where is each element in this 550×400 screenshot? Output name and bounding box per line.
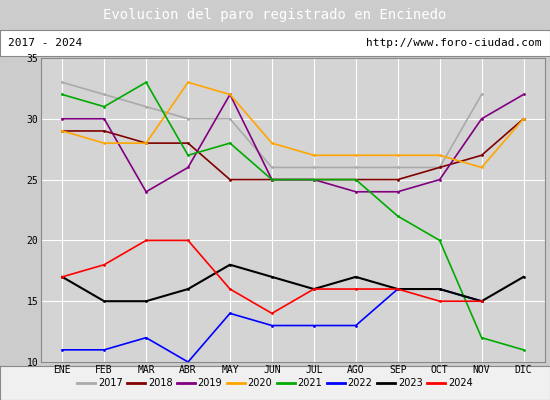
Text: Evolucion del paro registrado en Encinedo: Evolucion del paro registrado en Encined… [103, 8, 447, 22]
Text: 2017 - 2024: 2017 - 2024 [8, 38, 82, 48]
Legend: 2017, 2018, 2019, 2020, 2021, 2022, 2023, 2024: 2017, 2018, 2019, 2020, 2021, 2022, 2023… [74, 374, 476, 392]
Text: http://www.foro-ciudad.com: http://www.foro-ciudad.com [366, 38, 542, 48]
